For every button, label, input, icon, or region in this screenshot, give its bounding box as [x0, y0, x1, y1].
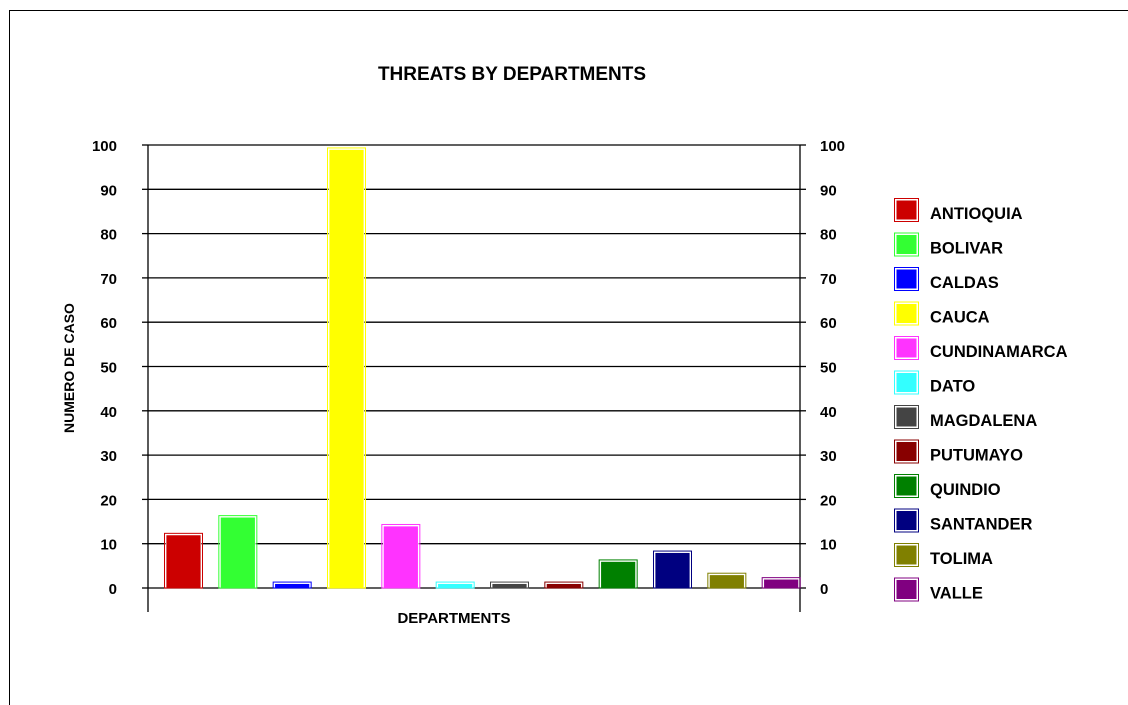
legend-swatch-outline [894, 405, 919, 429]
bar-outline-cauca [327, 147, 366, 589]
legend-swatch-outline [894, 439, 919, 464]
y-tick-label-right: 100 [820, 138, 845, 155]
axes [142, 144, 806, 612]
legend-swatch-outline [894, 336, 919, 360]
bar-valle [763, 578, 800, 589]
y-axis-label: NUMERO DE CASO [61, 303, 77, 433]
legend-swatch-santander [895, 510, 918, 531]
legend-swatch-tolima [895, 544, 918, 566]
y-tick-label: 40 [100, 404, 117, 421]
bar-putumayo [545, 583, 582, 589]
bar-outline-antioquia [164, 532, 203, 589]
y-tick-label: 50 [100, 360, 117, 377]
bar-outline-caldas [272, 581, 312, 589]
y-tick-label: 90 [100, 182, 117, 199]
legend-label-tolima: TOLIMA [930, 550, 993, 568]
legend-swatch-outline [894, 198, 919, 222]
bars [164, 147, 801, 589]
legend-label-bolivar: BOLIVAR [930, 240, 1003, 258]
bar-bolivar [219, 516, 256, 589]
bar-dato [437, 583, 474, 589]
legend-label-caldas: CALDAS [930, 274, 999, 292]
legend-swatch-outline [894, 301, 919, 326]
bar-outline-quindio [598, 559, 638, 589]
legend-label-quindio: QUINDIO [930, 481, 1001, 499]
legend-label-antioquia: ANTIOQUIA [930, 205, 1023, 223]
legend-swatch-outline [894, 232, 919, 257]
y-tick-label-right: 0 [820, 581, 828, 598]
legend-swatch-cauca [895, 303, 918, 324]
y-tick-label-right: 50 [820, 360, 837, 377]
bar-outline-dato [435, 581, 475, 589]
y-tick-labels-left: 0 10 20 30 40 50 60 70 80 90 100 [92, 138, 117, 598]
bar-outline-putumayo [544, 581, 584, 589]
legend-swatch-cundinamarca [895, 337, 918, 359]
legend-swatch-magdalena [895, 406, 918, 428]
legend-swatch-outline [894, 577, 919, 602]
y-tick-label: 100 [92, 138, 117, 155]
bar-quindio [600, 561, 637, 589]
legend: ANTIOQUIA BOLIVAR CALDAS CAUCA CUNDINAMARCA D… [894, 198, 1068, 603]
legend-label-cauca: CAUCA [930, 309, 990, 327]
legend-swatch-caldas [895, 268, 918, 290]
y-tick-label-right: 70 [820, 271, 837, 288]
chart-frame [9, 10, 1128, 705]
bar-outline-cundinamarca [381, 523, 421, 589]
bar-antioquia [165, 534, 202, 589]
y-tick-label-right: 90 [820, 182, 837, 199]
legend-swatch-antioquia [895, 199, 918, 221]
bar-outline-tolima [707, 572, 747, 589]
y-tick-label: 0 [109, 581, 117, 598]
chart-title: THREATS BY DEPARTMENTS [378, 64, 646, 85]
legend-label-santander: SANTANDER [930, 516, 1032, 534]
legend-swatch-outline [894, 267, 919, 291]
y-tick-label: 20 [100, 492, 117, 509]
legend-swatch-outline [894, 508, 919, 533]
legend-label-dato: DATO [930, 378, 975, 396]
bar-magdalena [491, 583, 528, 589]
legend-label-magdalena: MAGDALENA [930, 412, 1037, 430]
legend-swatch-outline [894, 543, 919, 567]
y-tick-label-right: 40 [820, 404, 837, 421]
y-tick-label: 80 [100, 227, 117, 244]
legend-label-putumayo: PUTUMAYO [930, 447, 1023, 465]
y-tick-label-right: 80 [820, 227, 837, 244]
bar-outline-valle [761, 577, 801, 589]
x-axis-label: DEPARTMENTS [397, 610, 510, 627]
y-tick-label: 30 [100, 448, 117, 465]
legend-swatch-dato [895, 372, 918, 393]
y-tick-labels-right: 0 10 20 30 40 50 60 70 80 90 100 [820, 138, 845, 598]
y-tick-label-right: 60 [820, 315, 837, 332]
y-tick-label-right: 10 [820, 537, 837, 554]
y-tick-label-right: 20 [820, 492, 837, 509]
y-tick-label: 10 [100, 537, 117, 554]
legend-label-valle: VALLE [930, 585, 983, 603]
bar-cundinamarca [382, 525, 419, 589]
legend-swatch-bolivar [895, 234, 918, 255]
bar-santander [654, 552, 691, 589]
legend-swatch-valle [895, 579, 918, 600]
y-tick-label: 70 [100, 271, 117, 288]
legend-swatch-outline [894, 474, 919, 498]
bar-tolima [708, 574, 745, 589]
legend-label-cundinamarca: CUNDINAMARCA [930, 343, 1068, 361]
legend-swatch-putumayo [895, 441, 918, 462]
y-tick-label-right: 30 [820, 448, 837, 465]
bar-caldas [274, 583, 311, 589]
legend-swatch-outline [894, 370, 919, 395]
y-tick-label: 60 [100, 315, 117, 332]
legend-swatch-quindio [895, 475, 918, 497]
bar-cauca [328, 149, 365, 589]
bar-outline-bolivar [218, 515, 258, 589]
bar-outline-santander [653, 550, 692, 589]
bar-outline-magdalena [490, 581, 529, 589]
